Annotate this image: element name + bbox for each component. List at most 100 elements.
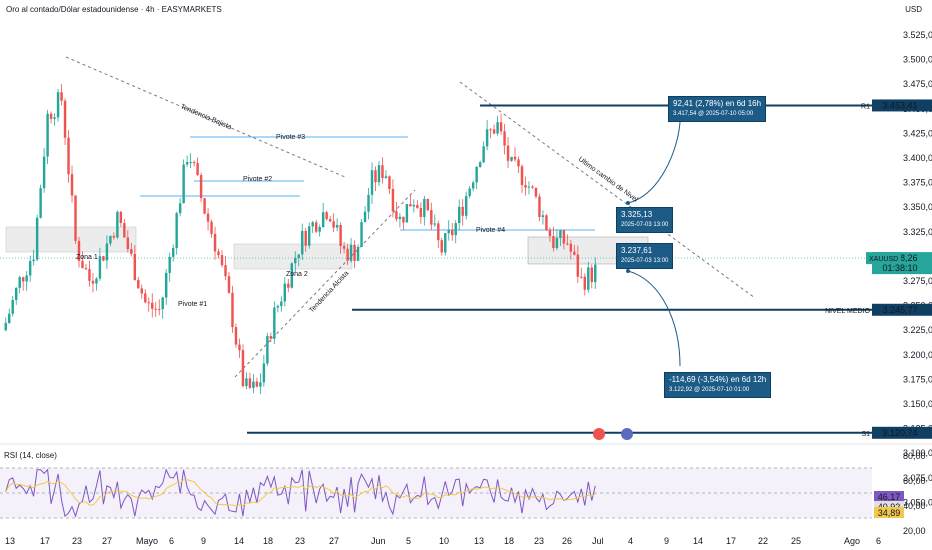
x-tick-3: 27: [102, 536, 112, 546]
candle-body: [482, 146, 485, 163]
candle-body: [464, 195, 468, 216]
candle-body: [342, 246, 346, 249]
arrow-up-origin: [626, 201, 630, 205]
candle-body: [524, 185, 527, 188]
candle-body: [144, 293, 147, 303]
candle-body: [583, 276, 587, 290]
label-ultimo-cambio: Ultimo cambio de Nivel: [577, 156, 639, 204]
candle-body: [419, 207, 423, 217]
candle-body: [126, 237, 130, 250]
candle-body: [587, 267, 590, 290]
candle-body: [84, 268, 88, 270]
candle-body: [468, 188, 471, 196]
candle-body: [416, 204, 419, 208]
candle-body: [199, 175, 203, 199]
rsi-band: [0, 468, 872, 518]
candle-body: [395, 211, 398, 220]
chart-title: Oro al contado/Dólar estadounidense · 4h…: [6, 5, 222, 14]
candle-body: [440, 240, 443, 253]
candle-body: [140, 288, 144, 294]
candle-body: [203, 198, 206, 214]
candle-body: [21, 277, 25, 282]
candle-body: [14, 287, 18, 300]
y-tick-5: 3.400,00: [903, 153, 932, 163]
candle-body: [492, 129, 496, 134]
candle-body: [447, 229, 450, 234]
x-tick-25: Ago: [844, 536, 860, 546]
candle-body: [88, 269, 91, 281]
candle-body: [325, 212, 328, 220]
candle-body: [294, 257, 297, 264]
candle-body: [349, 244, 353, 261]
arrow-down-curve: [627, 270, 681, 367]
candle-body: [70, 174, 74, 196]
price-tag-countdown: 01:38:10: [882, 263, 917, 273]
candle-body: [409, 204, 412, 207]
candle-body: [116, 211, 119, 238]
y-tick-4: 3.425,00: [903, 128, 932, 138]
candle-body: [437, 223, 440, 241]
candle-body: [573, 251, 576, 255]
candle-body: [168, 256, 171, 273]
candle-body: [67, 137, 70, 175]
candle-body: [32, 259, 35, 262]
candle-body: [301, 230, 304, 255]
callout-up: 92,41 (2,78%) en 6d 16h 3.417,54 @ 2025-…: [668, 96, 767, 122]
candle-body: [478, 162, 482, 167]
x-tick-8: 18: [263, 536, 273, 546]
candle-body: [307, 226, 311, 246]
candle-body: [555, 237, 559, 249]
rsi-tag-value-0: 46,17: [878, 492, 901, 502]
candle-body: [8, 313, 11, 324]
level-s1-value: 3.120,74: [882, 428, 917, 438]
x-tick-23: 22: [758, 536, 768, 546]
candle-body: [77, 240, 81, 261]
label-tendencia-alcista: Tendencia Alcista: [308, 270, 350, 314]
candle-body: [262, 363, 266, 383]
candle-body: [510, 156, 513, 161]
candle-body: [123, 223, 126, 238]
candle-body: [287, 283, 290, 288]
trend-cambio-line: [459, 81, 756, 299]
candle-body: [381, 165, 384, 178]
candle-body: [559, 230, 562, 238]
level-s1-label: S1: [861, 431, 870, 438]
candle-body: [513, 156, 517, 160]
x-tick-5: 6: [169, 536, 174, 546]
candle-body: [433, 223, 437, 225]
y-tick-10: 3.275,00: [903, 276, 932, 286]
candle-body: [405, 204, 409, 223]
candle-body: [266, 336, 269, 364]
rsi-tag-value-2: 34,89: [878, 508, 901, 518]
label-pivote-4: Pivote #4: [476, 227, 505, 234]
candle-body: [81, 260, 84, 269]
x-tick-9: 23: [295, 536, 305, 546]
candle-body: [527, 186, 531, 188]
candle-body: [517, 159, 520, 167]
x-tick-7: 14: [234, 536, 244, 546]
x-tick-6: 9: [201, 536, 206, 546]
candle-body: [171, 247, 175, 257]
candle-body: [346, 248, 349, 261]
candle-body: [471, 182, 475, 189]
label-pivote-2: Pivote #2: [243, 176, 272, 183]
candle-body: [175, 213, 178, 248]
candle-body: [220, 255, 224, 266]
y-tick-2: 3.475,00: [903, 79, 932, 89]
candle-body: [164, 272, 168, 298]
candle-body: [192, 162, 196, 164]
candle-body: [451, 229, 454, 236]
candle-body: [49, 113, 53, 119]
currency-label[interactable]: USD: [905, 5, 922, 14]
callout-up-line2: 3.417,54 @ 2025-07-10 05:00: [673, 111, 754, 117]
candle-body: [503, 131, 506, 146]
x-tick-0: 13: [5, 536, 15, 546]
rsi-tag-2: [874, 507, 904, 518]
candle-body: [321, 212, 325, 228]
level-medio-label: NIVEL MEDIO: [825, 308, 870, 315]
candle-body: [552, 236, 555, 249]
candle-body: [60, 92, 63, 101]
rsi-tag-1: [874, 501, 904, 512]
y-tick-8: 3.325,00: [903, 227, 932, 237]
